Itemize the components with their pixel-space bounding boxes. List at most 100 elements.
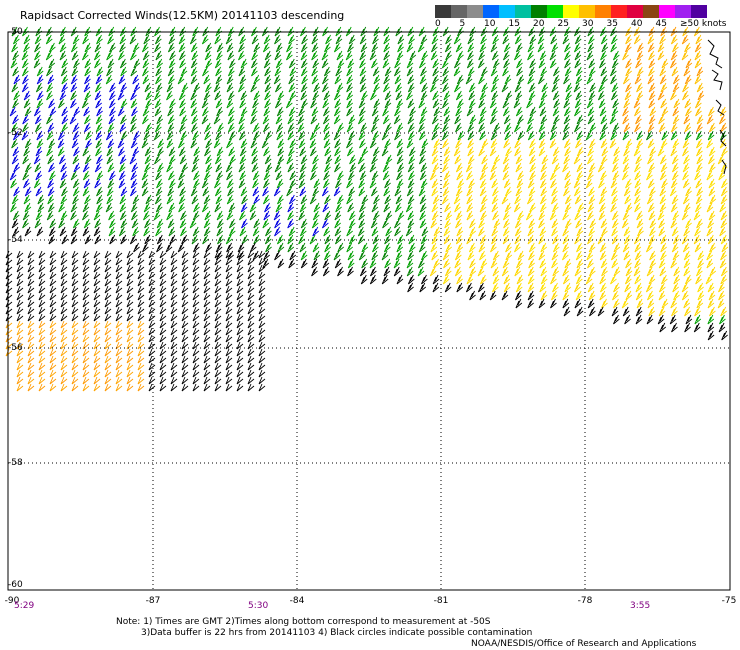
wind-barb <box>180 226 187 237</box>
wind-barb <box>300 194 308 205</box>
wind-barb <box>574 282 581 293</box>
wind-barb <box>311 106 319 117</box>
wind-barb <box>309 130 317 141</box>
wind-barb <box>115 257 123 266</box>
wind-barb <box>167 114 175 125</box>
wind-barb <box>225 320 233 329</box>
wind-barb <box>264 66 271 77</box>
wind-barb <box>489 114 497 125</box>
legend-swatch <box>579 5 595 18</box>
wind-barb <box>57 138 65 149</box>
wind-barb <box>610 42 617 53</box>
wind-barb <box>236 264 244 273</box>
wind-barb <box>225 327 233 336</box>
wind-barb <box>13 186 20 197</box>
wind-barb <box>179 154 187 165</box>
wind-barb <box>682 82 689 93</box>
wind-barb <box>430 50 438 61</box>
wind-barb <box>205 162 213 173</box>
wind-barb <box>38 292 46 301</box>
wind-barb <box>239 34 247 45</box>
wind-barb <box>600 66 608 77</box>
wind-barb <box>225 355 233 364</box>
wind-barb <box>418 130 426 141</box>
wind-barb <box>148 334 156 343</box>
wind-barb <box>258 250 266 259</box>
coastline-segment <box>719 129 727 147</box>
wind-barb <box>324 242 331 253</box>
wind-barb <box>95 130 103 141</box>
wind-barb <box>168 146 176 157</box>
wind-barb <box>240 58 248 69</box>
wind-barb <box>177 242 185 253</box>
wind-barb <box>275 42 283 53</box>
wind-barb <box>227 186 234 197</box>
wind-barb <box>169 50 176 61</box>
wind-barb <box>658 122 666 133</box>
wind-barb <box>433 106 441 117</box>
wind-barb <box>637 226 644 237</box>
wind-barb <box>216 42 224 53</box>
wind-barb <box>21 82 29 93</box>
wind-barb <box>479 250 486 261</box>
wind-barb <box>137 355 145 364</box>
wind-barb <box>190 98 198 109</box>
wind-barb <box>214 58 222 69</box>
wind-barb <box>274 50 282 61</box>
wind-barb <box>513 202 521 213</box>
wind-barb <box>104 341 112 350</box>
wind-barb <box>46 146 53 157</box>
wind-barb <box>419 282 427 293</box>
wind-barb <box>681 210 689 221</box>
wind-barb <box>93 250 101 259</box>
wind-barb <box>672 106 680 117</box>
wind-barb <box>132 194 140 205</box>
wind-barb <box>419 170 427 181</box>
wind-barb <box>382 106 389 117</box>
wind-barb <box>693 234 701 245</box>
wind-barb <box>258 383 266 392</box>
wind-barb <box>49 278 57 287</box>
wind-barb <box>408 170 415 181</box>
wind-barb <box>611 218 619 229</box>
wind-barb <box>575 290 583 301</box>
wind-barb <box>323 138 331 149</box>
wind-barb <box>312 242 320 253</box>
wind-barb <box>669 186 677 197</box>
wind-barb <box>563 306 571 317</box>
wind-barb <box>34 218 42 229</box>
wind-barb <box>73 146 80 157</box>
wind-barb <box>600 218 608 229</box>
wind-barb <box>96 154 103 165</box>
wind-barb <box>126 278 134 287</box>
wind-barb <box>501 266 509 277</box>
wind-barb <box>551 250 559 261</box>
wind-barb <box>550 298 557 309</box>
wind-barb <box>589 122 597 133</box>
wind-barb <box>258 320 266 329</box>
wind-barb <box>258 355 266 364</box>
wind-barb <box>625 178 632 189</box>
wind-barb <box>16 278 24 287</box>
wind-barb <box>718 114 726 125</box>
wind-barb <box>492 74 500 85</box>
wind-barb <box>49 106 57 117</box>
wind-barb <box>61 106 69 117</box>
wind-barb <box>515 106 523 117</box>
wind-barb <box>108 226 116 237</box>
wind-barb <box>527 282 535 293</box>
wind-barb <box>236 250 244 259</box>
wind-barb <box>23 146 30 157</box>
wind-barb <box>684 122 692 133</box>
wind-barb <box>239 210 246 221</box>
wind-barb <box>23 34 31 45</box>
wind-barb <box>587 210 594 221</box>
wind-barb <box>298 106 305 117</box>
wind-barb <box>636 90 644 101</box>
wind-barb <box>660 162 668 173</box>
wind-barb <box>38 257 46 266</box>
wind-barb <box>324 194 331 205</box>
wind-barb <box>16 250 24 259</box>
wind-barb <box>126 383 134 392</box>
wind-barb <box>322 258 330 269</box>
